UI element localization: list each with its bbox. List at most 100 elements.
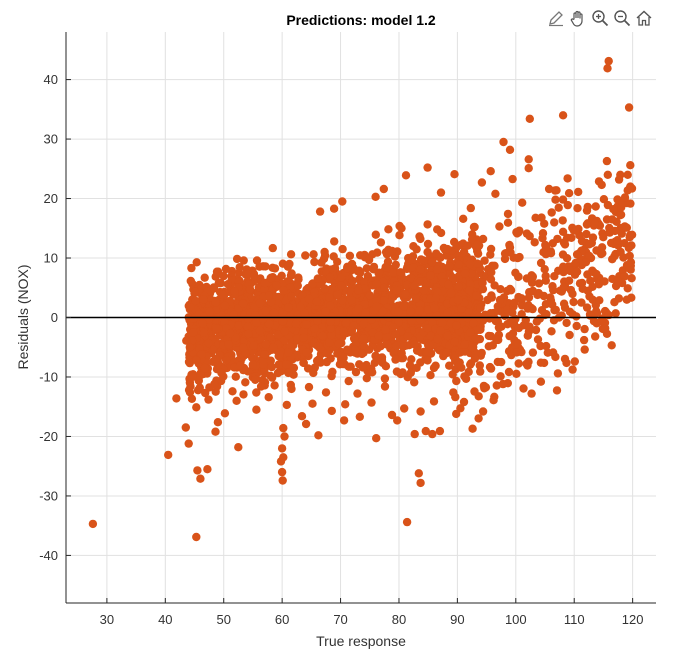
data-point [268,243,277,253]
data-point [299,333,308,342]
data-point [620,272,629,281]
data-point [566,285,576,295]
data-point [220,301,230,310]
data-point [531,325,541,335]
data-point [470,222,479,232]
data-point [310,324,319,333]
data-point [416,265,425,274]
data-point [273,368,283,378]
data-point [603,64,612,73]
data-point [391,355,400,364]
home-button[interactable] [634,8,654,28]
data-point [287,384,296,394]
data-point [339,416,349,425]
data-point [491,189,500,198]
data-point [577,236,587,246]
data-point [461,374,471,383]
data-point [426,371,435,380]
data-point [260,278,270,288]
data-point [594,280,604,289]
data-point [435,426,445,436]
data-point [540,265,549,274]
data-point [266,297,276,307]
data-point [559,262,568,271]
data-point [562,358,571,368]
data-point [371,230,380,239]
pan-button[interactable] [568,8,588,28]
data-point [582,303,592,312]
zoom-out-button[interactable] [612,8,632,28]
x-tick-label: 50 [216,612,230,627]
data-point [419,286,428,295]
data-point [222,356,231,365]
data-point [452,321,461,330]
data-point [310,257,319,267]
data-point [436,188,446,197]
data-point [373,353,382,362]
data-point [388,323,398,332]
y-tick-label: 40 [44,72,58,87]
data-point [414,469,423,478]
data-point [225,329,235,338]
edit-button[interactable] [546,8,566,28]
data-point [508,174,517,184]
data-point [200,363,210,373]
data-point [357,349,367,359]
data-point [350,345,360,354]
data-point [527,271,536,280]
data-point [309,250,318,259]
data-point [573,204,582,213]
data-point [261,306,270,316]
data-point [409,242,418,251]
data-point [329,204,339,213]
data-point [203,465,212,474]
x-tick-label: 60 [275,612,289,627]
data-point [210,379,219,389]
data-point [477,348,486,358]
data-point [501,249,511,258]
data-point [321,307,330,316]
data-point [614,175,624,184]
data-point [287,292,296,301]
data-point [438,318,447,327]
data-point [284,303,293,312]
data-point [622,223,631,232]
data-point [373,248,382,257]
data-point [465,259,475,269]
data-point [381,325,390,334]
data-point [463,241,472,250]
data-point [436,326,445,335]
data-point [362,264,371,273]
data-point [468,424,477,433]
data-point [525,114,534,124]
data-point [205,307,215,317]
data-point [267,362,276,372]
data-point [199,328,209,337]
data-point [536,377,546,386]
data-point [299,327,308,336]
x-tick-label: 90 [450,612,464,627]
data-point [466,360,475,369]
data-point [503,209,513,219]
data-point [372,434,381,443]
data-point [423,324,432,333]
data-point [191,296,200,306]
data-point [524,293,534,302]
data-point [334,339,343,349]
x-tick-label: 40 [158,612,172,627]
data-point [550,218,559,227]
zoom-in-button[interactable] [590,8,610,28]
data-point [239,390,248,399]
data-point [589,317,599,326]
data-point [327,331,336,340]
data-point [359,319,368,329]
data-point [278,317,287,326]
data-point [616,247,625,257]
data-point [348,276,357,286]
data-point [353,389,362,398]
data-point [602,156,612,166]
data-point [428,429,437,439]
data-point [488,341,497,350]
data-point [360,278,369,287]
y-tick-label: 10 [44,251,58,266]
